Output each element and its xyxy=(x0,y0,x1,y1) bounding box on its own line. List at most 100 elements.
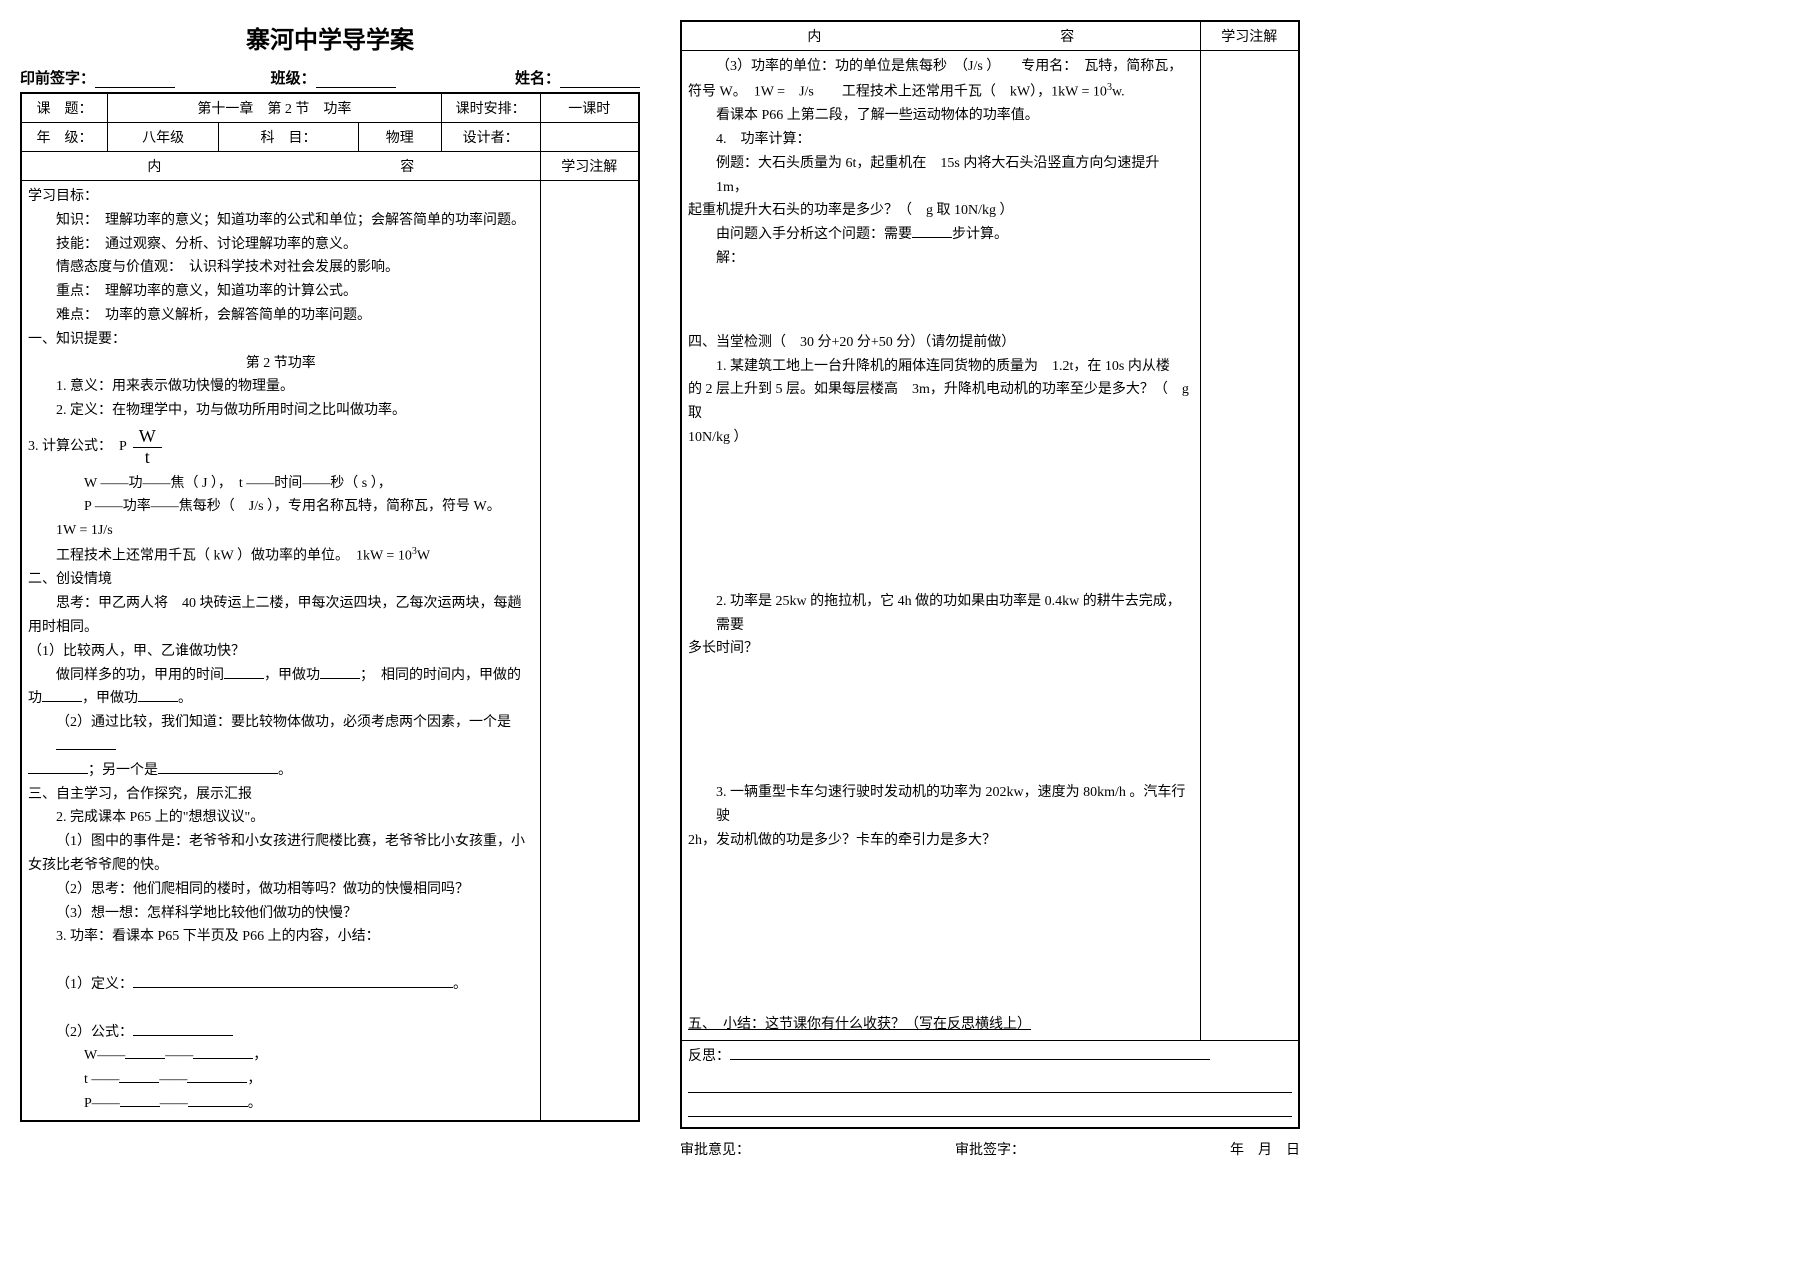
u7-row: 由问题入手分析这个问题：需要步计算。 xyxy=(716,223,1194,247)
bf3 xyxy=(120,1093,160,1107)
blank-7 xyxy=(158,760,278,774)
u7b: 步计算。 xyxy=(952,227,1008,242)
left-table: 课 题： 第十一章 第 2 节 功率 课时安排： 一课时 年 级： 八年级 科 … xyxy=(20,92,640,1122)
bf1 xyxy=(125,1045,165,1059)
q1: （1）比较两人，甲、乙谁做功快？ xyxy=(28,640,534,664)
designer-label: 设计者： xyxy=(441,123,540,152)
reflect-line2 xyxy=(688,1075,1292,1093)
u3: 看课本 P66 上第二段，了解一些运动物体的功率值。 xyxy=(716,104,1194,128)
note-header: 学习注解 xyxy=(540,152,639,181)
blank-5 xyxy=(56,736,116,750)
q2a: （2）通过比较，我们知道：要比较物体做功，必须考虑两个因素，一个是 xyxy=(56,715,511,730)
q1-row: 做同样多的功，甲用的时间，甲做功； 相同的时间内，甲做的 xyxy=(56,664,534,688)
q1b: ，甲做功 xyxy=(264,668,320,683)
s3b: （1）图中的事件是：老爷爷和小女孩进行爬楼比赛，老爷爷比小女孩重，小 xyxy=(56,830,534,854)
presign-blank xyxy=(95,70,175,88)
left-content: 学习目标： 知识： 理解功率的意义；知道功率的公式和单位；会解答简单的功率问题。… xyxy=(21,181,540,1121)
ln4a: 工程技术上还常用千瓦（ kW ）做功率的单位。 1kW = 10 xyxy=(56,549,412,564)
grade-label: 年 级： xyxy=(21,123,108,152)
goal-4: 重点： 理解功率的意义，知道功率的计算公式。 xyxy=(56,280,534,304)
goal-2: 技能： 通过观察、分析、讨论理解功率的意义。 xyxy=(56,233,534,257)
sign-row: 印前签字： 班级： 姓名： xyxy=(20,67,640,88)
s2p: 思考：甲乙两人将 40 块砖运上二楼，甲每次运四块，乙每次运两块，每趟 xyxy=(56,592,534,616)
rq3: 3. 一辆重型卡车匀速行驶时发动机的功率为 202kw，速度为 80km/h 。… xyxy=(716,781,1194,829)
subj-value: 物理 xyxy=(358,123,441,152)
blank-6 xyxy=(28,760,88,774)
left-note-col xyxy=(540,181,639,1121)
reflect-line3 xyxy=(688,1099,1292,1117)
topic-value: 第十一章 第 2 节 功率 xyxy=(108,93,442,123)
arrange-label: 课时安排： xyxy=(441,93,540,123)
goal-3: 情感态度与价值观： 认识科学技术对社会发展的影响。 xyxy=(56,256,534,280)
rq2b: 多长时间？ xyxy=(688,637,1194,661)
d2: （2）公式： xyxy=(56,1025,133,1040)
blank-2 xyxy=(320,665,360,679)
class-label: 班级： xyxy=(271,67,316,88)
reflect-cell: 反思： xyxy=(681,1041,1299,1128)
p3-row: 3. 计算公式： P Wt xyxy=(28,427,534,468)
s3a: 2. 完成课本 P65 上的"想想议议"。 xyxy=(56,806,534,830)
p1: 1. 意义：用来表示做功快慢的物理量。 xyxy=(56,375,534,399)
f3-row: P—— —— 。 xyxy=(84,1092,534,1116)
q2-row2: ；另一个是。 xyxy=(28,759,534,783)
u2-row: 符号 W。 1W = J/s 工程技术上还常用千瓦（ kW），1kW = 103… xyxy=(688,79,1194,104)
footer-a: 审批意见： xyxy=(680,1139,750,1159)
content-hdr-r: 容 xyxy=(400,156,414,176)
blank-1 xyxy=(224,665,264,679)
q2b: ；另一个是 xyxy=(88,763,158,778)
blank-def xyxy=(133,974,453,988)
blank-3 xyxy=(42,688,82,702)
goal-1: 知识： 理解功率的意义；知道功率的公式和单位；会解答简单的功率问题。 xyxy=(56,209,534,233)
content-header: 内容 xyxy=(21,152,540,181)
arrange-value: 一课时 xyxy=(540,93,639,123)
q1f: 。 xyxy=(178,691,192,706)
rq1b: 的 2 层上升到 5 层。如果每层楼高 3m，升降机电动机的功率至少是多大？（ … xyxy=(688,378,1194,426)
bf2 xyxy=(119,1069,159,1083)
r-note-header: 学习注解 xyxy=(1200,21,1299,51)
f2b: —— xyxy=(159,1072,187,1087)
d2-row: （2）公式： xyxy=(56,1021,534,1045)
f3b: —— xyxy=(160,1096,188,1111)
f3a: P—— xyxy=(84,1096,120,1111)
footer: 审批意见： 审批签字： 年 月 日 xyxy=(680,1139,1300,1159)
bf2b xyxy=(187,1069,247,1083)
topic-label: 课 题： xyxy=(21,93,108,123)
f3c: 。 xyxy=(248,1096,262,1111)
blank-steps xyxy=(912,224,952,238)
u8: 解： xyxy=(716,247,1194,271)
sec1-title: 第 2 节功率 xyxy=(28,352,534,376)
right-table: 内容 学习注解 （3）功率的单位：功的单位是焦每秒 （J/s ） 专用名： 瓦特… xyxy=(680,20,1300,1129)
name-blank xyxy=(560,70,640,88)
f1c: ， xyxy=(253,1048,267,1063)
sec2: 二、创设情境 xyxy=(28,568,534,592)
f1-row: W————， xyxy=(84,1044,534,1068)
goal-hdr: 学习目标： xyxy=(28,185,534,209)
r-content-header: 内容 xyxy=(681,21,1200,51)
f2a: t —— xyxy=(84,1072,119,1087)
u2e: w. xyxy=(1112,84,1125,99)
bf1b xyxy=(193,1045,253,1059)
reflect-blank xyxy=(730,1046,1210,1060)
frac-den: t xyxy=(139,448,156,468)
q1e: ，甲做功 xyxy=(82,691,138,706)
name-label: 姓名： xyxy=(515,67,560,88)
r-hdr-l: 内 xyxy=(807,26,821,46)
reflect-row: 反思： xyxy=(688,1045,1292,1069)
sec3: 三、自主学习，合作探究，展示汇报 xyxy=(28,783,534,807)
rq1: 1. 某建筑工地上一台升降机的厢体连同货物的质量为 1.2t，在 10s 内从楼 xyxy=(716,355,1194,379)
class-blank xyxy=(316,70,396,88)
goal-5: 难点： 功率的意义解析，会解答简单的功率问题。 xyxy=(56,304,534,328)
ln3: 1W = 1J/s xyxy=(56,519,534,543)
u6: 起重机提升大石头的功率是多少？（ g 取 10N/kg ） xyxy=(688,199,1194,223)
rq3b: 2h，发动机做的功是多少？卡车的牵引力是多大？ xyxy=(688,829,1194,853)
d1: （1）定义： xyxy=(56,977,133,992)
subj-label: 科 目： xyxy=(219,123,359,152)
q1d: 功 xyxy=(28,691,42,706)
reflect-label: 反思： xyxy=(688,1049,730,1064)
footer-b: 审批签字： xyxy=(955,1139,1025,1159)
s2p2: 用时相同。 xyxy=(28,616,534,640)
formula-p: Wt xyxy=(133,427,162,468)
frac-num: W xyxy=(133,427,162,448)
s3e: 3. 功率：看课本 P65 下半页及 P66 上的内容，小结： xyxy=(56,925,534,949)
q2-row: （2）通过比较，我们知道：要比较物体做功，必须考虑两个因素，一个是 xyxy=(56,711,534,759)
